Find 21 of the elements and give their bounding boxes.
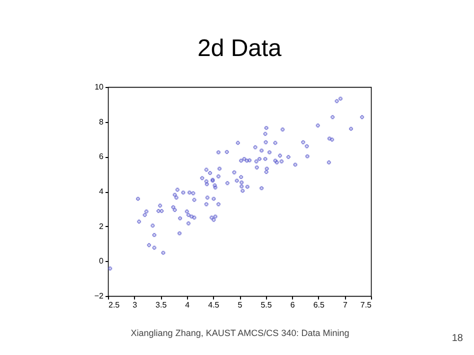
y-tick-label: 4	[99, 187, 104, 196]
y-tick-label: 0	[99, 256, 104, 266]
x-tick-label: 4.5	[208, 300, 220, 310]
y-tick-label: 2	[99, 222, 104, 231]
y-tick-label: 10	[94, 82, 104, 92]
x-tick-label: 6.5	[313, 300, 326, 310]
x-tick-label: 3.5	[156, 300, 168, 310]
x-tick-label: 7.5	[360, 300, 372, 310]
x-tick-label: 4	[185, 300, 190, 310]
text: Xiangliang Zhang, KAUST AMCS/CS 340: Data Mining	[130, 328, 350, 338]
y-tick-label: 6	[99, 152, 104, 162]
y-tick-label: 8	[99, 117, 104, 126]
x-tick-label: 2.5	[108, 300, 120, 310]
y-tick-label: −2	[94, 292, 104, 300]
chart-title: 2d Data	[197, 35, 282, 62]
text: 18	[452, 333, 464, 344]
x-tick-label: 5	[238, 300, 243, 310]
x-tick-label: 7	[342, 300, 348, 310]
x-tick-label: 5.5	[260, 300, 272, 310]
x-tick-label: 6	[290, 300, 296, 310]
x-tick-label: 3	[132, 300, 138, 310]
